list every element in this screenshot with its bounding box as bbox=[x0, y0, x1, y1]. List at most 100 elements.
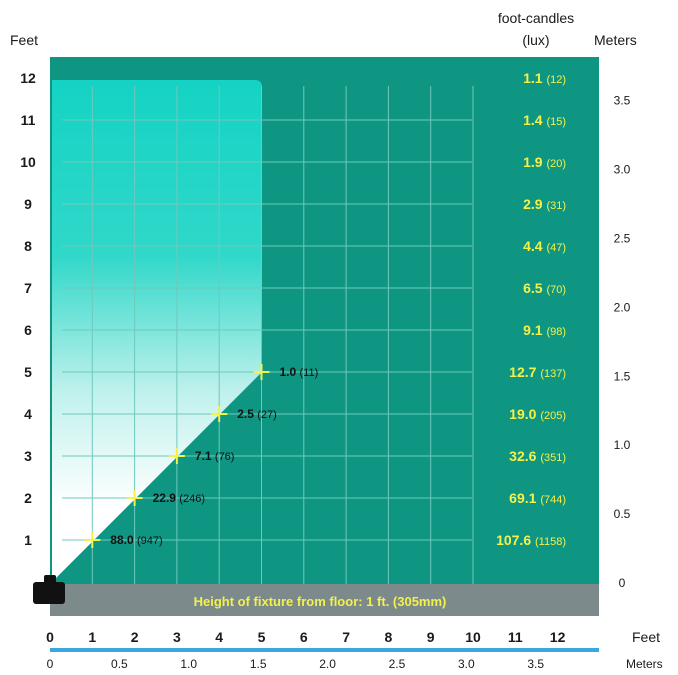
right-axis-tick-label: 2.0 bbox=[614, 300, 631, 314]
right-axis-tick-label: 0.5 bbox=[614, 507, 631, 521]
lux-value: (47) bbox=[546, 242, 566, 254]
illuminance-readouts: 1.1 (12) 1.4 (15) 1.9 (20) 2.9 (31) 4.4 (47)… bbox=[496, 70, 566, 548]
bottom-axis-feet-tick: 5 bbox=[258, 629, 266, 645]
illuminance-readout: 12.7 (137) bbox=[509, 364, 566, 380]
illuminance-readout: 32.6 (351) bbox=[509, 448, 566, 464]
bottom-axis-feet-tick: 3 bbox=[173, 629, 181, 645]
bottom-axis-feet-tick: 12 bbox=[550, 629, 566, 645]
illuminance-readout: 1.9 (20) bbox=[523, 154, 566, 170]
left-axis-tick-label: 3 bbox=[24, 448, 32, 464]
lux-value: (744) bbox=[540, 494, 566, 506]
illuminance-readout: 9.1 (98) bbox=[523, 322, 566, 338]
bottom-axis-meters: 0 0.5 1.0 1.5 2.0 2.5 3.0 3.5 bbox=[47, 657, 545, 671]
illuminance-readout: 1.4 (15) bbox=[523, 112, 566, 128]
right-axis-tick-label: 3.0 bbox=[614, 163, 631, 177]
foot-candle-value: 1.0 bbox=[280, 365, 300, 379]
meters-scale-bar bbox=[50, 648, 599, 652]
illuminance-readout: 107.6 (1158) bbox=[496, 532, 566, 548]
bottom-axis-feet-tick: 8 bbox=[385, 629, 393, 645]
lux-value: (76) bbox=[215, 451, 235, 463]
left-axis-tick-label: 12 bbox=[20, 70, 36, 86]
left-axis-tick-label: 1 bbox=[24, 532, 32, 548]
foot-candle-value: 6.5 bbox=[523, 280, 546, 296]
right-axis-tick-label: 2.5 bbox=[614, 232, 631, 246]
bottom-axis-feet-tick: 10 bbox=[465, 629, 481, 645]
bottom-axis-meters-tick: 1.5 bbox=[250, 657, 267, 671]
left-axis-tick-label: 5 bbox=[24, 364, 32, 380]
beam-edge-readout: 7.1 (76) bbox=[168, 448, 235, 464]
edge-readout-text: 22.9 (246) bbox=[153, 491, 205, 505]
left-axis-tick-label: 4 bbox=[24, 406, 32, 422]
bottom-axis-feet: 0 1 2 3 4 5 6 7 8 9 10 11 12 bbox=[46, 629, 565, 645]
foot-candle-value: 19.0 bbox=[509, 406, 540, 422]
left-axis-tick-label: 7 bbox=[24, 280, 32, 296]
illuminance-readout: 6.5 (70) bbox=[523, 280, 566, 296]
bottom-axis-feet-tick: 1 bbox=[88, 629, 96, 645]
fixture-icon bbox=[33, 575, 65, 604]
illuminance-readout: 4.4 (47) bbox=[523, 238, 566, 254]
right-axis-tick-label: 3.5 bbox=[614, 94, 631, 108]
foot-candle-value: 107.6 bbox=[496, 532, 535, 548]
left-axis-tick-label: 8 bbox=[24, 238, 32, 254]
lux-value: (31) bbox=[546, 200, 566, 212]
foot-candle-value: 32.6 bbox=[509, 448, 540, 464]
bottom-axis-feet-tick: 0 bbox=[46, 629, 54, 645]
edge-readout-text: 2.5 (27) bbox=[237, 407, 277, 421]
footer-caption-band bbox=[50, 584, 599, 616]
right-axis-tick-label: 0 bbox=[619, 576, 626, 590]
edge-readout-text: 88.0 (947) bbox=[110, 533, 162, 547]
right-axis-tick-label: 1.5 bbox=[614, 369, 631, 383]
bottom-axis-meters-tick: 0.5 bbox=[111, 657, 128, 671]
bottom-axis-meters-tick: 3.5 bbox=[527, 657, 544, 671]
bottom-axis-meters-tick: 1.0 bbox=[180, 657, 197, 671]
foot-candle-value: 7.1 bbox=[195, 449, 215, 463]
foot-candle-value: 4.4 bbox=[523, 238, 546, 254]
lux-value: (98) bbox=[546, 326, 566, 338]
foot-candle-value: 2.5 bbox=[237, 407, 257, 421]
grid-lines bbox=[62, 86, 474, 584]
lux-value: (27) bbox=[257, 409, 277, 421]
left-axis-tick-label: 9 bbox=[24, 196, 32, 212]
bottom-axis-feet-tick: 4 bbox=[215, 629, 223, 645]
illuminance-readout: 69.1 (744) bbox=[509, 490, 566, 506]
fc-header-line1: foot-candles bbox=[498, 10, 574, 26]
foot-candle-value: 2.9 bbox=[523, 196, 546, 212]
foot-candle-value: 88.0 bbox=[110, 533, 137, 547]
beam-edge-readout: 1.0 (11) bbox=[253, 364, 319, 380]
lux-value: (20) bbox=[546, 158, 566, 170]
bottom-axis-feet-tick: 2 bbox=[131, 629, 139, 645]
right-axis-meters: 0 0.5 1.0 1.5 2.0 2.5 3.0 3.5 bbox=[614, 94, 631, 590]
beam-edge-readout: 2.5 (27) bbox=[211, 406, 277, 422]
fc-header-line2: (lux) bbox=[522, 32, 549, 48]
lux-value: (11) bbox=[300, 367, 319, 379]
left-axis-tick-label: 2 bbox=[24, 490, 32, 506]
foot-candle-value: 12.7 bbox=[509, 364, 540, 380]
bottom-axis-feet-tick: 7 bbox=[342, 629, 350, 645]
bottom-axis-meters-tick: 2.5 bbox=[389, 657, 406, 671]
foot-candle-value: 69.1 bbox=[509, 490, 540, 506]
lux-value: (947) bbox=[137, 535, 163, 547]
foot-candle-value: 1.9 bbox=[523, 154, 546, 170]
foot-candle-value: 9.1 bbox=[523, 322, 546, 338]
beam-edge-readout: 22.9 (246) bbox=[126, 490, 205, 506]
foot-candle-value: 1.1 bbox=[523, 70, 546, 86]
illuminance-readout: 2.9 (31) bbox=[523, 196, 566, 212]
lux-value: (12) bbox=[546, 74, 566, 86]
lux-value: (205) bbox=[540, 410, 566, 422]
illuminance-readout: 1.1 (12) bbox=[523, 70, 566, 86]
bottom-axis-feet-tick: 11 bbox=[508, 629, 523, 645]
foot-candle-value: 1.4 bbox=[523, 112, 546, 128]
beam-edge-readouts: 88.0 (947) 22.9 (246) 7.1 (76) 2.5 (27) 1.0 … bbox=[84, 364, 318, 548]
lux-value: (1158) bbox=[535, 536, 566, 548]
left-axis-tick-label: 6 bbox=[24, 322, 32, 338]
edge-readout-text: 1.0 (11) bbox=[280, 365, 319, 379]
bottom-axis-feet-tick: 6 bbox=[300, 629, 308, 645]
beam-edge-readout: 88.0 (947) bbox=[84, 532, 163, 548]
bottom-meters-unit-label: Meters bbox=[626, 657, 663, 671]
illuminance-readout: 19.0 (205) bbox=[509, 406, 566, 422]
bottom-axis-meters-tick: 2.0 bbox=[319, 657, 336, 671]
footer-caption: Height of fixture from floor: 1 ft. (305… bbox=[194, 594, 447, 609]
lux-value: (246) bbox=[179, 493, 205, 505]
